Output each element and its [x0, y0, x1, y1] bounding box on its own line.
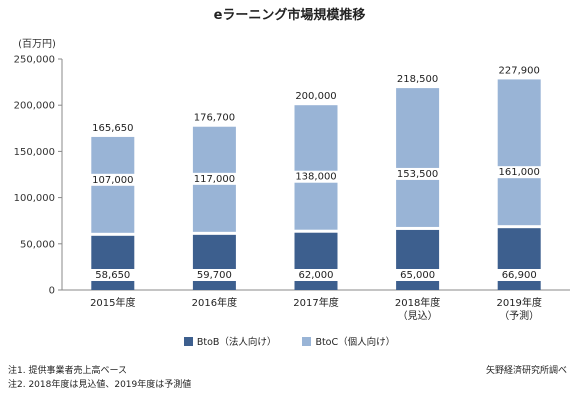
data-label-btoc: 107,000	[92, 175, 133, 186]
x-tick-label: 2017年度	[293, 296, 338, 309]
bar-btob	[192, 234, 236, 290]
data-label-btoc: 153,500	[397, 169, 438, 180]
data-label-bg	[88, 173, 138, 186]
chart-title: eラーニング市場規模推移	[213, 8, 366, 23]
data-label-bg	[393, 167, 443, 180]
bar-btob	[91, 235, 135, 290]
data-label-total: 176,700	[194, 113, 235, 124]
data-label-total: 227,900	[499, 65, 540, 76]
legend: BtoB（法人向け） BtoC（個人向け）	[0, 334, 579, 348]
bar-btoc	[396, 88, 440, 227]
y-tick-label: 150,000	[14, 147, 55, 158]
data-label-bg	[189, 172, 239, 185]
y-tick-label: 100,000	[14, 193, 55, 204]
legend-swatch-btob	[183, 336, 193, 346]
data-label-btob: 62,000	[299, 270, 334, 281]
data-label-btoc: 138,000	[295, 172, 336, 183]
data-label-total: 200,000	[295, 91, 336, 102]
legend-label-btob: BtoB（法人向け）	[196, 337, 277, 348]
data-label-btob: 58,650	[95, 270, 130, 281]
y-tick-label: 200,000	[14, 101, 55, 112]
bar-btoc	[294, 105, 338, 230]
source-label: 矢野経済研究所調べ	[485, 366, 567, 376]
x-tick-sublabel: （見込）	[398, 310, 438, 322]
data-label-bg	[291, 269, 341, 281]
note-1: 注1. 提供事業者売上高ベース	[8, 366, 127, 376]
data-label-btoc: 117,000	[194, 174, 235, 185]
x-tick-sublabel: （予測）	[499, 309, 539, 322]
data-label-btoc: 161,000	[499, 167, 540, 178]
data-label-total: 218,500	[397, 74, 438, 85]
data-label-btob: 59,700	[197, 270, 232, 281]
data-label-bg	[291, 170, 341, 183]
x-tick-label: 2015年度	[90, 296, 135, 309]
x-tick-label: 2019年度	[496, 296, 541, 309]
data-label-total: 165,650	[92, 123, 133, 134]
data-label-bg	[393, 269, 443, 281]
data-label-bg	[494, 166, 544, 179]
legend-label-btoc: BtoC（個人向け）	[315, 337, 396, 348]
data-label-btob: 66,900	[502, 270, 537, 281]
data-label-bg	[494, 269, 544, 281]
legend-item-btoc: BtoC（個人向け）	[302, 334, 395, 348]
data-label-bg	[189, 269, 239, 281]
legend-item-btob: BtoB（法人向け）	[183, 334, 277, 348]
x-tick-label: 2018年度	[395, 296, 440, 309]
bar-btoc	[497, 79, 541, 226]
y-tick-label: 50,000	[20, 239, 55, 250]
data-label-bg	[88, 269, 138, 281]
y-tick-label: 250,000	[14, 55, 55, 66]
note-2: 注2. 2018年度は見込値、2019年度は予測値	[8, 380, 192, 390]
legend-swatch-btoc	[302, 336, 312, 346]
y-tick-label: 0	[49, 286, 55, 297]
y-unit-label: (百万円)	[18, 38, 56, 50]
x-tick-label: 2016年度	[192, 296, 237, 309]
data-label-btob: 65,000	[400, 270, 435, 281]
bar-btob	[294, 232, 338, 290]
